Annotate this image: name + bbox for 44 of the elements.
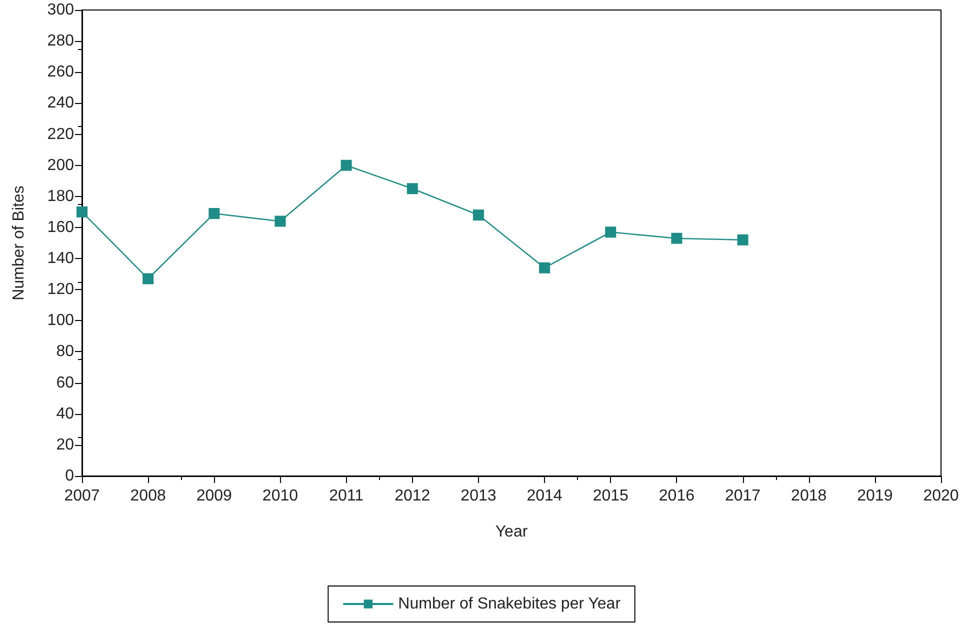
point (76, 206, 88, 218)
x-axis-title: Year (495, 524, 528, 540)
point (472, 210, 484, 221)
x-tick-label: 2020 (923, 488, 959, 504)
y-tick-label: 300 (47, 2, 74, 18)
x-tick-label: 2017 (724, 488, 761, 504)
y-tick-label: 80 (56, 343, 74, 360)
x-tick-label: 2007 (64, 488, 100, 504)
y-tick-label: 100 (47, 312, 74, 330)
x-tick-label: 2016 (658, 488, 695, 504)
y-tick-label: 260 (47, 64, 74, 81)
y-tick-label: 40 (56, 405, 74, 422)
y-tick-label: 0 (65, 468, 74, 484)
x-tick-label: 2009 (196, 488, 232, 504)
point (208, 208, 220, 219)
point (605, 226, 616, 238)
x-tick-label: 2013 (460, 488, 496, 504)
y-tick-label: 140 (47, 250, 74, 268)
y-tick-label: 200 (47, 156, 74, 174)
x-tick-label: 2010 (262, 488, 298, 504)
y-tick-label: 220 (47, 126, 74, 143)
y-axis-title: Number of Bites (10, 186, 28, 300)
point (406, 183, 418, 194)
point (142, 273, 154, 284)
x-tick-label: 2011 (329, 488, 364, 504)
x-tick-label: 2018 (791, 488, 827, 504)
point (671, 232, 682, 244)
y-tick-label: 280 (47, 32, 74, 50)
y-tick-label: 180 (47, 188, 74, 205)
y-tick-label: 120 (47, 281, 74, 298)
point (340, 160, 352, 171)
x-tick-label: 2014 (526, 488, 562, 504)
point (737, 234, 748, 246)
y-tick-label: 20 (56, 436, 74, 454)
x-tick-label: 2012 (394, 488, 430, 504)
y-tick-label: 60 (56, 374, 74, 392)
x-tick-label: 2019 (857, 488, 893, 504)
legend-label: Number of Snakebites per Year (398, 596, 622, 612)
y-tick-label: 240 (47, 94, 74, 112)
point (539, 262, 550, 274)
y-tick-label: 160 (47, 218, 74, 236)
point (274, 216, 286, 227)
x-tick-label: 2015 (592, 488, 629, 504)
x-tick-label: 2008 (130, 488, 166, 504)
